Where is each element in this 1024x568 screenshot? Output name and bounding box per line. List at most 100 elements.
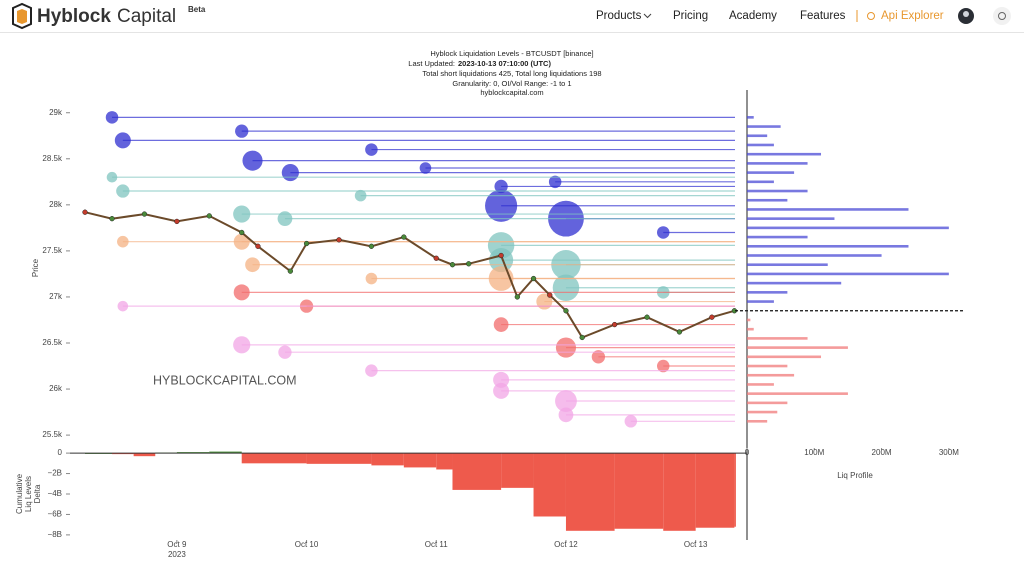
x-tick-label: Oct 13	[684, 540, 708, 549]
price-point	[547, 292, 553, 298]
delta-segment	[695, 453, 735, 528]
liquidation-bubble	[106, 171, 118, 183]
liquidation-bubble	[105, 111, 119, 124]
y-tick-label: −6B	[48, 510, 62, 519]
profile-bar	[747, 171, 795, 174]
brand: Hyblock	[37, 6, 111, 27]
liquidation-bubble	[555, 390, 577, 412]
liquidation-bubble	[555, 337, 577, 358]
delta-segment	[533, 453, 566, 517]
liquidation-bubble	[278, 345, 292, 359]
profile-bar	[747, 355, 822, 359]
sun-icon	[998, 12, 1006, 20]
price-point	[498, 252, 504, 259]
profile-bar	[747, 189, 808, 193]
profile-bar	[747, 392, 848, 395]
liquidation-bubble	[233, 284, 250, 301]
nav-item[interactable]: Features	[800, 10, 846, 22]
price-point	[336, 237, 342, 243]
y-axis-label: Cumulative	[15, 473, 24, 514]
x-tick-label: 300M	[939, 448, 959, 457]
profile-bar	[747, 143, 774, 147]
liquidation-bubble	[245, 257, 260, 273]
price-point	[449, 262, 456, 268]
liquidation-bubble	[624, 415, 638, 428]
x-tick-label: Oct 10	[295, 540, 319, 549]
profile-bar	[747, 346, 848, 349]
nav-item[interactable]: Academy	[729, 10, 777, 22]
nav-item[interactable]: Pricing	[673, 10, 708, 22]
nav-item[interactable]: Api Explorer	[881, 10, 944, 22]
logo-icon-inner	[17, 9, 27, 24]
liquidation-bubble	[656, 226, 670, 239]
header: Hyblock Capital Beta Products Pricing Ac…	[0, 2, 1024, 33]
nav-item[interactable]: Products	[596, 10, 642, 22]
profile-bar	[747, 281, 842, 285]
profile-bar	[747, 263, 828, 267]
liquidation-bubble	[114, 132, 131, 149]
delta-segment	[663, 453, 696, 531]
profile-bar	[747, 254, 882, 257]
liquidation-bubble	[277, 211, 293, 227]
profile-bar	[747, 116, 754, 119]
x-tick-label: 0	[745, 448, 750, 457]
theme-toggle[interactable]	[993, 7, 1011, 25]
price-point	[82, 209, 88, 215]
profile-bar	[747, 217, 835, 220]
logo[interactable]: Hyblock Capital Beta	[12, 2, 206, 30]
source: hyblockcapital.com	[480, 88, 543, 97]
y-tick-label: 28k	[49, 200, 63, 209]
y-axis-label: Liq Levels	[24, 476, 33, 512]
y-axis-label: Delta	[33, 484, 42, 503]
price-point	[109, 216, 115, 222]
delta-segment	[565, 453, 615, 531]
price-point	[644, 314, 650, 320]
last-updated-label: Last Updated:	[408, 59, 455, 68]
price-point	[709, 314, 715, 320]
y-tick-label: −8B	[48, 530, 62, 539]
liquidation-bubble	[233, 336, 251, 354]
profile-bar	[747, 208, 909, 211]
x-tick-label: 100M	[804, 448, 824, 457]
price-point	[514, 294, 520, 300]
liquidation-bubble	[489, 248, 514, 273]
liquidation-bubble	[354, 189, 367, 202]
delta-segment	[241, 453, 307, 464]
profile-bar	[747, 198, 788, 202]
profile-bar	[747, 383, 774, 386]
y-tick-label: 25.5k	[42, 430, 63, 439]
x-tick-label: Oct 12	[554, 540, 578, 549]
profile-bar	[747, 373, 795, 377]
liquidation-bubble	[552, 274, 580, 301]
price-point	[676, 329, 683, 335]
price-point	[433, 255, 439, 261]
profile-bar	[747, 364, 788, 368]
y-tick-label: 26.5k	[42, 338, 63, 347]
x-tick-label: 200M	[872, 448, 892, 457]
price-point	[141, 211, 148, 217]
x-year-label: 2023	[168, 550, 186, 559]
profile-bar	[747, 235, 808, 239]
liquidation-bubble	[116, 184, 130, 198]
profile-bar	[747, 152, 822, 156]
chevron	[643, 13, 652, 19]
liquidation-bubble	[235, 124, 249, 138]
y-axis-label: Price	[31, 258, 40, 277]
api-icon	[867, 12, 875, 20]
delta-segment	[614, 453, 664, 529]
profile-bar	[747, 401, 788, 405]
y-tick-label: 0	[58, 448, 63, 457]
price-point	[255, 243, 261, 249]
price-point	[611, 321, 618, 328]
profile-bar	[747, 125, 781, 128]
delta-segment	[371, 453, 404, 466]
delta-segment	[501, 453, 534, 488]
price-point	[563, 308, 569, 314]
liquidation-bubble	[117, 300, 129, 312]
delta-segment	[306, 453, 372, 464]
y-tick-label: −2B	[48, 469, 62, 478]
profile-bar	[747, 337, 808, 340]
liquidation-bubble	[493, 371, 510, 388]
price-point	[401, 234, 407, 240]
